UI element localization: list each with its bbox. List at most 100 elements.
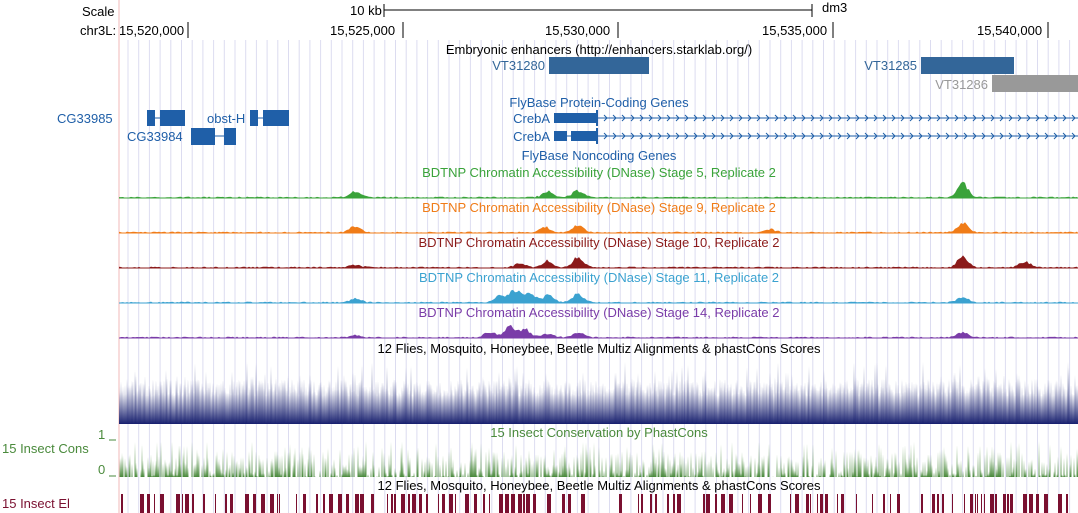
dnase-stage14-title: BDTNP Chromatin Accessibility (DNase) St… (418, 305, 779, 320)
conserved-element (810, 494, 811, 513)
strand-arrow (990, 132, 995, 140)
conserved-element (795, 494, 799, 513)
dnase-track-stage11[interactable]: BDTNP Chromatin Accessibility (DNase) St… (119, 270, 1078, 304)
conserved-element (329, 494, 333, 513)
strand-arrow (693, 132, 698, 140)
strand-arrow (774, 132, 779, 140)
conserved-element (568, 494, 571, 513)
strand-arrow (702, 132, 707, 140)
enhancer-label-vt31285[interactable]: VT31285 (864, 58, 917, 73)
conserved-element (619, 494, 622, 513)
conserved-element (253, 494, 256, 513)
conserved-element (499, 494, 503, 513)
dnase-stage5-title: BDTNP Chromatin Accessibility (DNase) St… (422, 165, 776, 180)
gene-label-cg33985[interactable]: CG33985 (57, 111, 113, 126)
conserved-element (856, 494, 857, 513)
dnase-track-stage5[interactable]: BDTNP Chromatin Accessibility (DNase) St… (119, 165, 1078, 199)
enhancers-track[interactable]: Embryonic enhancers (http://enhancers.st… (446, 42, 1078, 92)
phastcons-track[interactable]: 15 Insect Conservation by PhastCons 15 I… (2, 425, 1078, 477)
dnase-stage10-title: BDTNP Chromatin Accessibility (DNase) St… (418, 235, 779, 250)
strand-arrow (999, 132, 1004, 140)
conserved-element (995, 494, 997, 513)
conserved-element (483, 494, 485, 513)
strand-arrow (936, 132, 941, 140)
strand-arrow (693, 114, 698, 122)
strand-arrow (729, 114, 734, 122)
enhancer-feature-vt31285[interactable] (921, 57, 1014, 74)
conserved-element (449, 494, 453, 513)
protein-genes-track-title: FlyBase Protein-Coding Genes (509, 95, 689, 110)
protein-coding-genes-track[interactable]: FlyBase Protein-Coding Genes CG33985 CG3… (57, 95, 1078, 145)
strand-arrow (927, 114, 932, 122)
ruler-track[interactable]: Scale chr3L: 10 kb dm3 15,520,000 15,525… (80, 0, 1049, 38)
conserved-element (408, 494, 410, 513)
gene-exon-creba-1[interactable] (554, 113, 596, 123)
strand-arrow (855, 132, 860, 140)
tick-label-5: 15,540,000 (977, 23, 1042, 38)
conserved-element (638, 494, 639, 513)
strand-arrow (603, 132, 608, 140)
conserved-element (394, 494, 396, 513)
gene-label-cg33984[interactable]: CG33984 (127, 129, 183, 144)
conserved-element (883, 494, 885, 513)
conserved-element (391, 494, 393, 513)
elements-side-label[interactable]: 15 Insect El (2, 496, 70, 511)
conserved-element (225, 494, 227, 513)
strand-arrow (864, 114, 869, 122)
conserved-element (261, 494, 265, 513)
conserved-element (245, 494, 249, 513)
conserved-element (768, 494, 771, 513)
tick-label-4: 15,535,000 (762, 23, 827, 38)
phastcons-side-label[interactable]: 15 Insect Cons (2, 441, 89, 456)
scale-label: Scale (82, 4, 115, 19)
strand-arrow (603, 114, 608, 122)
conserved-element (703, 494, 705, 513)
conserved-element (438, 494, 439, 513)
strand-arrow (1062, 114, 1067, 122)
strand-arrow (990, 114, 995, 122)
conserved-element (338, 494, 342, 513)
strand-arrow (855, 114, 860, 122)
strand-arrow (819, 132, 824, 140)
dnase-track-stage9[interactable]: BDTNP Chromatin Accessibility (DNase) St… (119, 200, 1078, 234)
conserved-element (121, 494, 123, 513)
strand-arrow (882, 132, 887, 140)
strand-arrow (981, 114, 986, 122)
strand-arrow (954, 114, 959, 122)
conserved-element (360, 494, 364, 513)
conserved-element (371, 494, 374, 513)
enhancer-feature-vt31280[interactable] (549, 57, 649, 74)
conserved-element (455, 494, 456, 513)
conserved-element (355, 494, 359, 513)
conserved-element (677, 494, 681, 513)
assembly-label: dm3 (822, 0, 847, 15)
gene-label-creba-1[interactable]: CrebA (513, 111, 550, 126)
gene-label-creba-2[interactable]: CrebA (513, 129, 550, 144)
enhancer-feature-vt31286[interactable] (992, 75, 1078, 92)
conserved-element (790, 494, 791, 513)
strand-arrow (1017, 114, 1022, 122)
multiz-track[interactable]: 12 Flies, Mosquito, Honeybee, Beetle Mul… (119, 341, 1078, 424)
noncoding-genes-track-title[interactable]: FlyBase Noncoding Genes (522, 148, 677, 163)
strand-arrow (945, 114, 950, 122)
strand-arrow (765, 114, 770, 122)
conserved-element (270, 494, 274, 513)
strand-arrow (891, 114, 896, 122)
strand-arrow (819, 114, 824, 122)
strand-arrow (648, 132, 653, 140)
conserved-element (518, 494, 522, 513)
gene-label-obst-h[interactable]: obst-H (207, 111, 245, 126)
conserved-element (474, 494, 477, 513)
dnase-track-stage14[interactable]: BDTNP Chromatin Accessibility (DNase) St… (119, 305, 1078, 339)
conserved-element (890, 494, 891, 513)
conserved-element (990, 494, 994, 513)
strand-arrow (864, 132, 869, 140)
conserved-element (667, 494, 669, 513)
chrom-label: chr3L: (80, 23, 116, 38)
dnase-track-stage10[interactable]: BDTNP Chromatin Accessibility (DNase) St… (119, 235, 1078, 269)
conserved-element (412, 494, 416, 513)
enhancer-label-vt31286[interactable]: VT31286 (935, 77, 988, 92)
enhancer-label-vt31280[interactable]: VT31280 (492, 58, 545, 73)
conserved-elements-track[interactable]: 12 Flies, Mosquito, Honeybee, Beetle Mul… (2, 478, 1068, 513)
